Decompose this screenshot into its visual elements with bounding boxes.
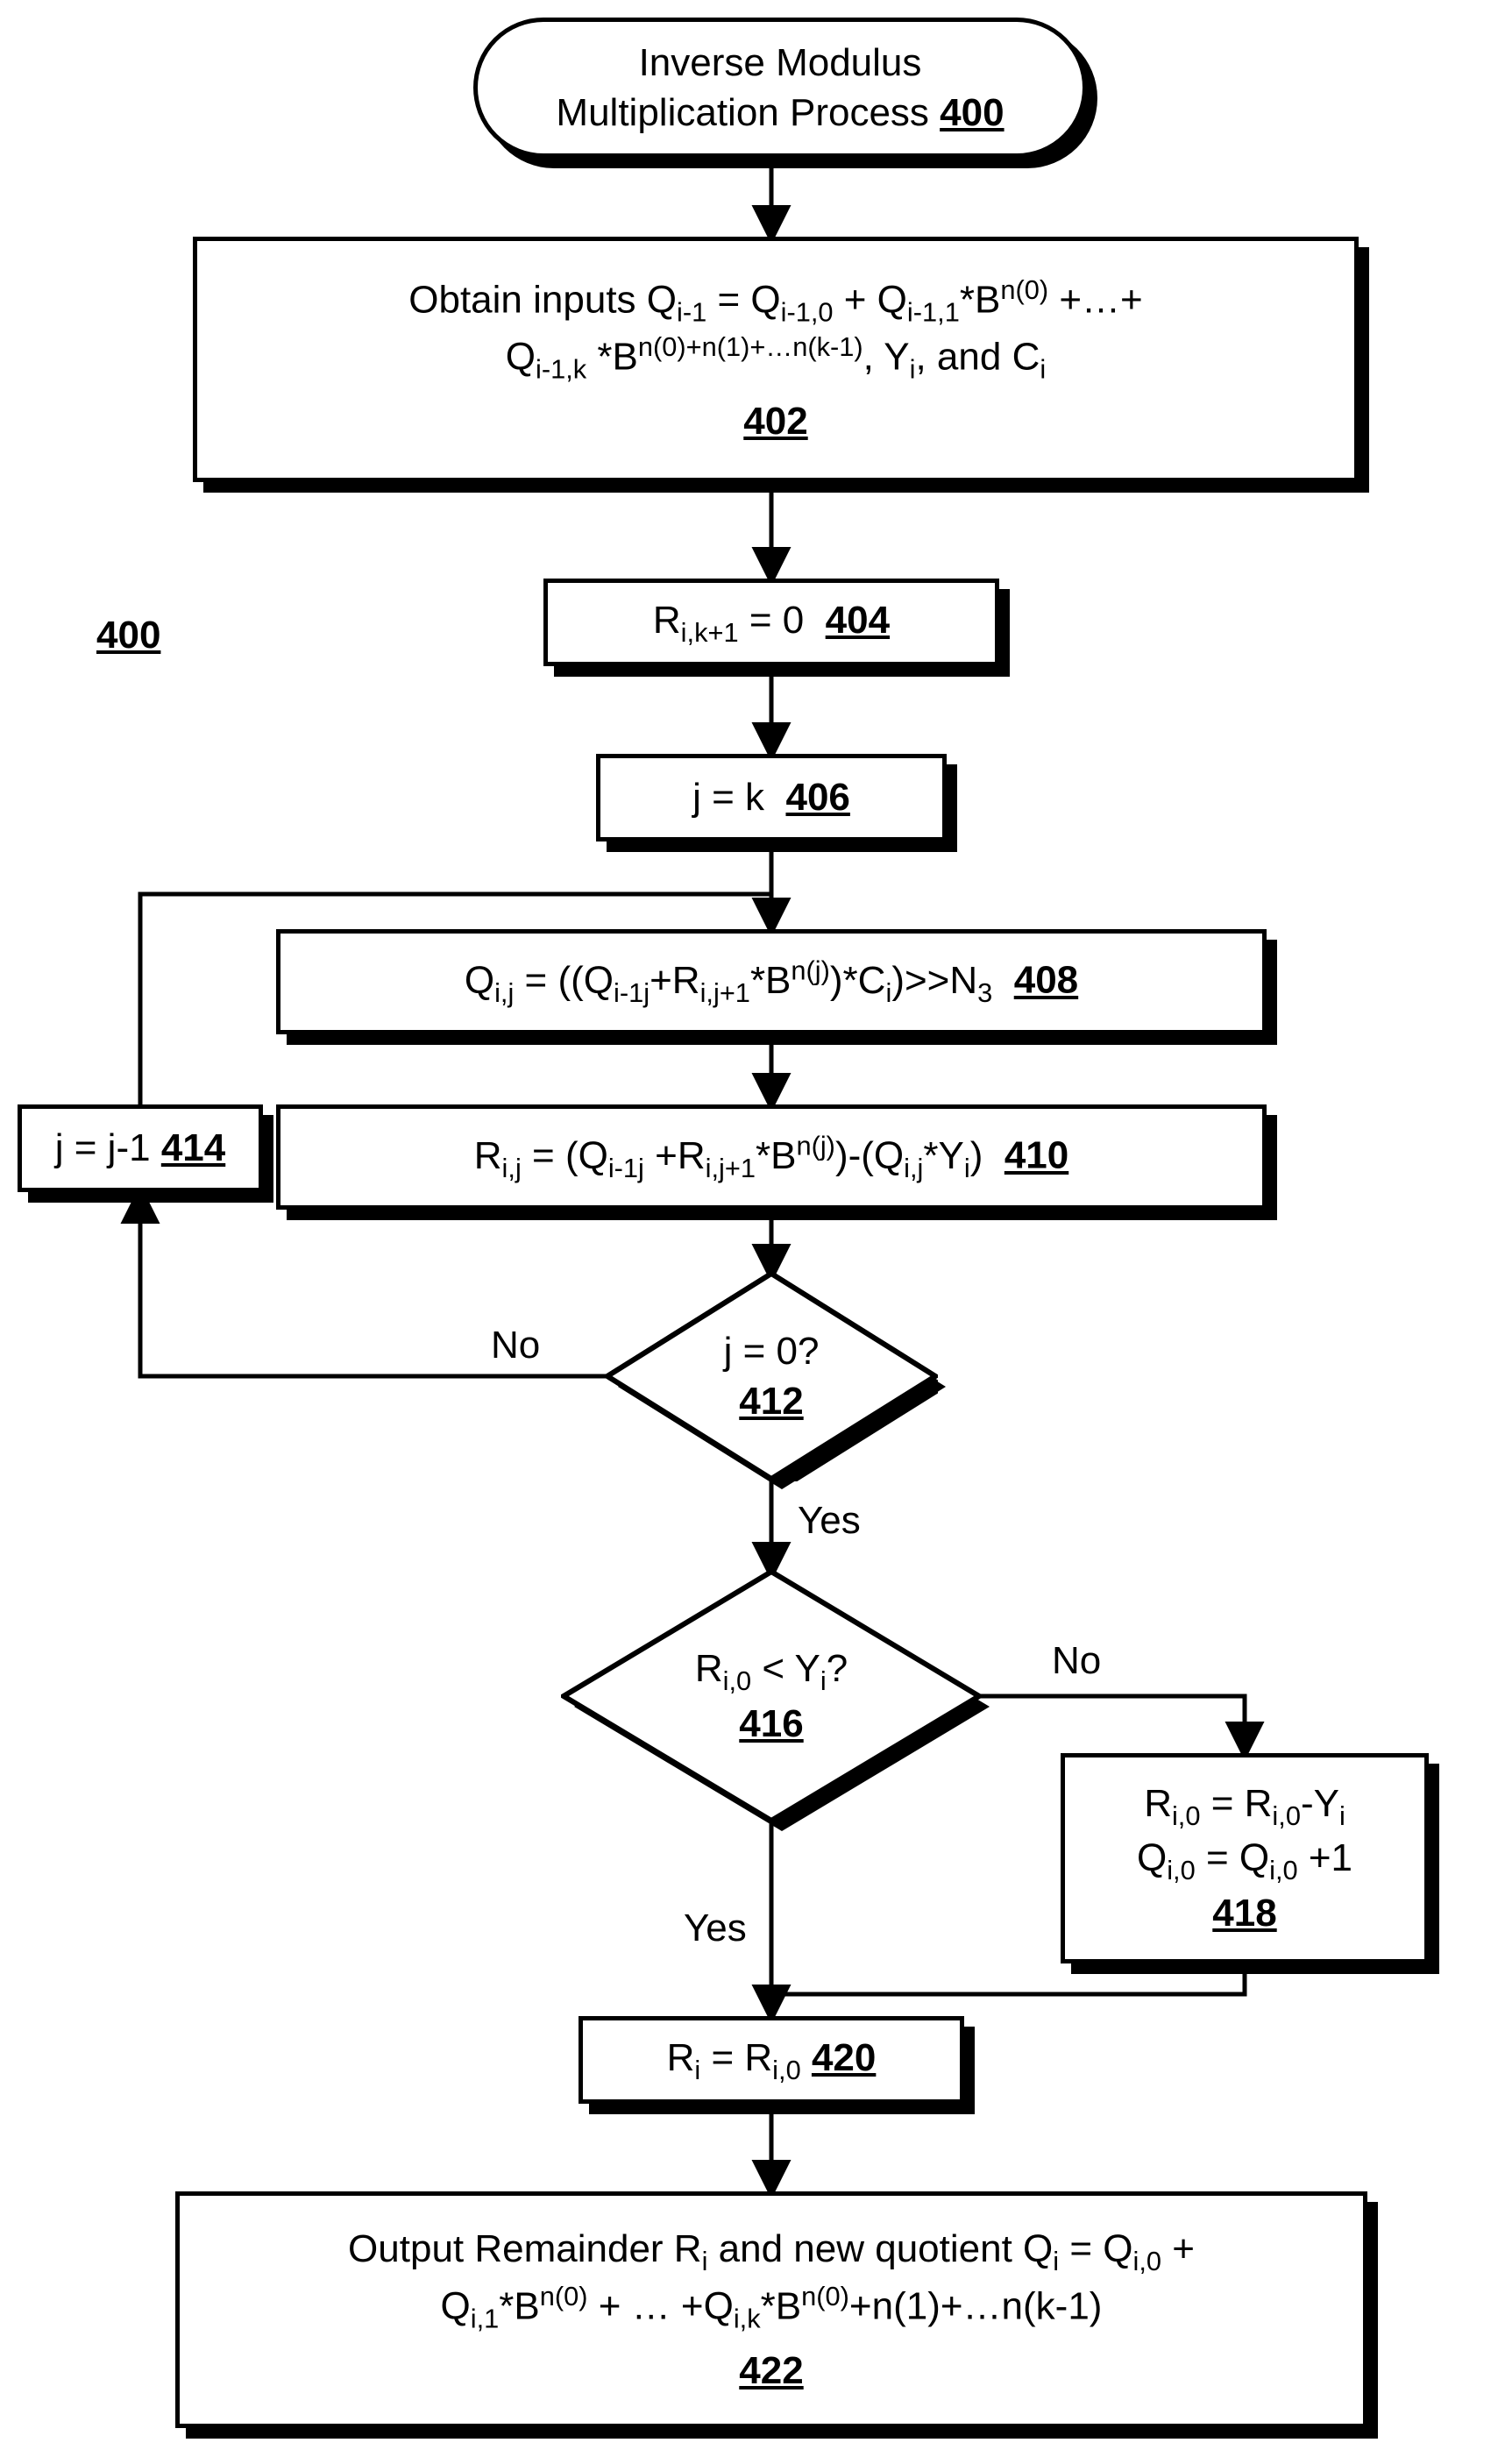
terminator-title: Inverse Modulus Multiplication Process 4… — [473, 18, 1087, 158]
process-420: Ri = Ri,0 420 — [579, 2016, 964, 2104]
decision-412: j = 0? 412 — [605, 1271, 938, 1481]
decision-416: Ri,0 < Yi? 416 — [561, 1569, 982, 1823]
process-402: Obtain inputs Qi-1 = Qi-1,0 + Qi-1,1*Bn(… — [193, 237, 1359, 482]
label-no-416: No — [1052, 1639, 1101, 1683]
label-yes-416: Yes — [684, 1907, 747, 1950]
label-yes-412: Yes — [798, 1499, 861, 1543]
label-no-412: No — [491, 1324, 540, 1367]
process-422: Output Remainder Ri and new quotient Qi … — [175, 2191, 1367, 2428]
figure-label: 400 — [96, 614, 160, 657]
process-418: Ri,0 = Ri,0-YiQi,0 = Qi,0 +1 418 — [1061, 1753, 1429, 1963]
process-404: Ri,k+1 = 0 404 — [543, 579, 999, 666]
process-410: Ri,j = (Qi-1j +Ri,j+1*Bn(j))-(Qi,j*Yi) 4… — [276, 1104, 1267, 1210]
process-408: Qi,j = ((Qi-1j+Ri,j+1*Bn(j))*Ci)>>N3 408 — [276, 929, 1267, 1034]
process-414: j = j-1 414 — [18, 1104, 263, 1192]
process-406: j = k 406 — [596, 754, 947, 841]
process-402-text: Obtain inputs Qi-1 = Qi-1,0 + Qi-1,1*Bn(… — [408, 273, 1142, 387]
